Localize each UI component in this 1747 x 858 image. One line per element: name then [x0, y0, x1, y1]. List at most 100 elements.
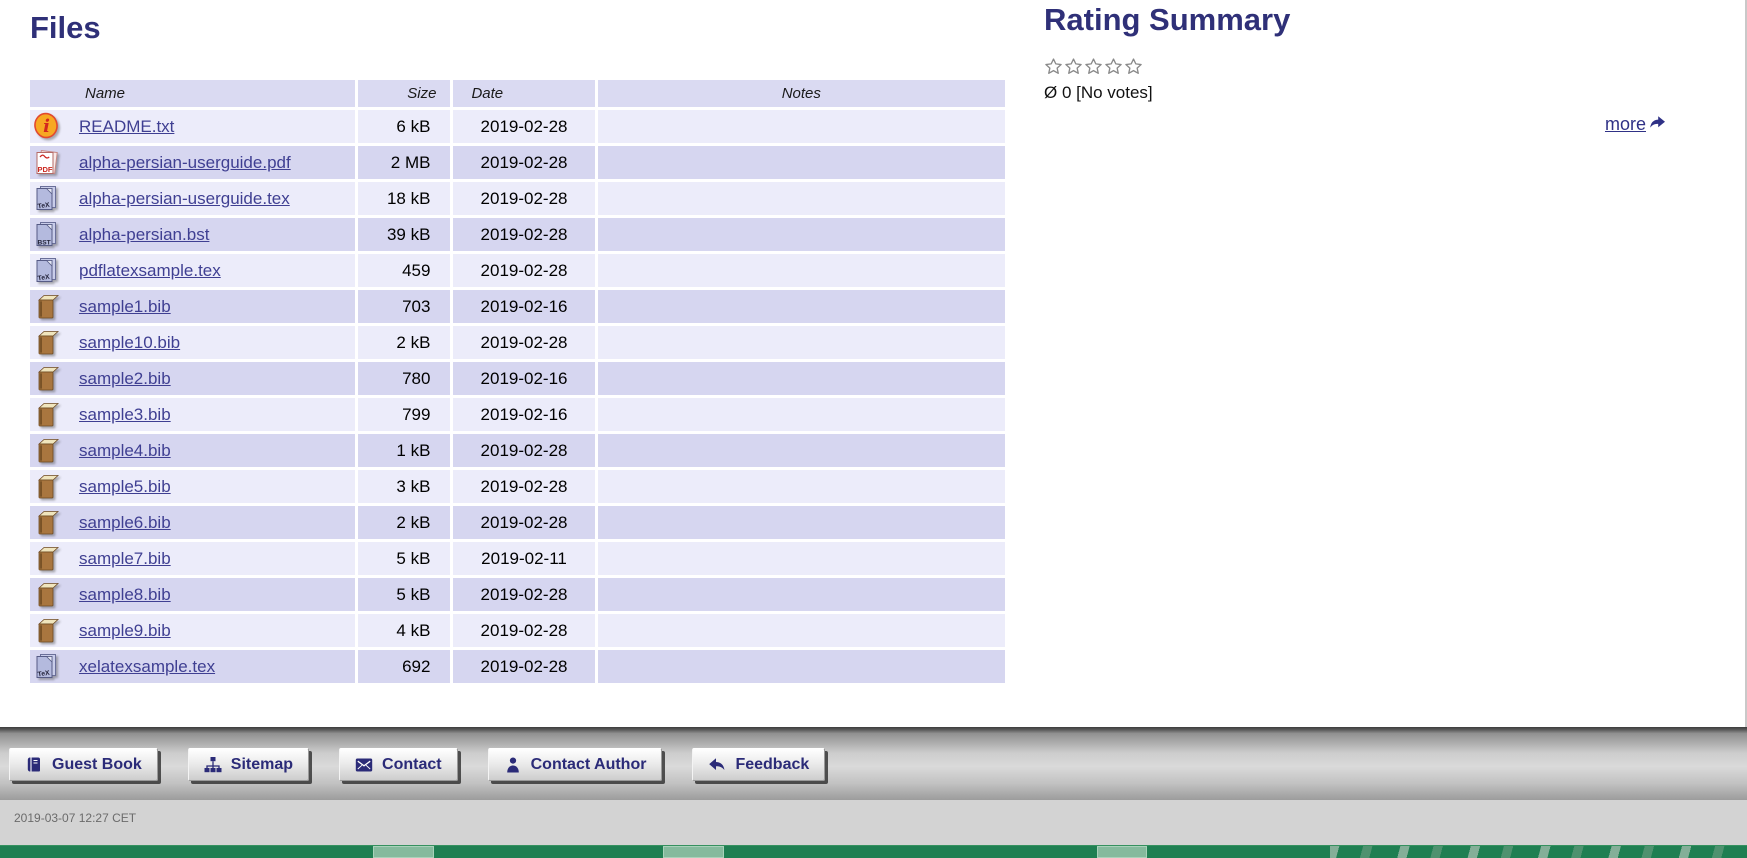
star-rating — [1044, 57, 1666, 76]
file-link[interactable]: alpha-persian-userguide.tex — [79, 188, 290, 208]
file-link[interactable]: sample8.bib — [79, 584, 171, 604]
file-notes — [597, 542, 1005, 575]
file-link[interactable]: README.txt — [79, 116, 175, 136]
bib-icon — [32, 436, 62, 466]
column-header-notes: Notes — [597, 80, 1005, 107]
table-row: sample9.bib 4 kB 2019-02-28 — [30, 614, 1005, 647]
toolbar-button-label: Feedback — [735, 755, 810, 773]
file-notes — [597, 218, 1005, 251]
bib-icon — [32, 328, 62, 358]
files-table: Name Size Date Notes i README.txt 6 kB 2… — [27, 77, 1008, 686]
file-notes — [597, 182, 1005, 215]
table-row: sample5.bib 3 kB 2019-02-28 — [30, 470, 1005, 503]
strip-photo-streaks — [1330, 846, 1747, 858]
more-link-label: more — [1604, 114, 1646, 134]
file-link[interactable]: alpha-persian.bst — [79, 224, 210, 244]
file-date: 2019-02-28 — [453, 218, 595, 251]
contact-icon — [355, 756, 373, 774]
star-icon[interactable] — [1124, 57, 1143, 76]
strip-highlight-block — [663, 846, 724, 858]
file-notes — [597, 110, 1005, 143]
feedback-button[interactable]: Feedback — [692, 748, 826, 781]
bib-icon — [32, 508, 62, 538]
file-date: 2019-02-28 — [453, 470, 595, 503]
files-table-body: i README.txt 6 kB 2019-02-28 PDF alpha-p… — [30, 110, 1005, 683]
star-icon[interactable] — [1064, 57, 1083, 76]
file-link[interactable]: sample9.bib — [79, 620, 171, 640]
file-notes — [597, 470, 1005, 503]
file-notes — [597, 326, 1005, 359]
toolbar-button-label: Contact — [382, 755, 442, 773]
column-header-date: Date — [453, 80, 595, 107]
file-link[interactable]: sample4.bib — [79, 440, 171, 460]
file-notes — [597, 614, 1005, 647]
file-link[interactable]: pdflatexsample.tex — [79, 260, 221, 280]
table-row: sample8.bib 5 kB 2019-02-28 — [30, 578, 1005, 611]
contact-button[interactable]: Contact — [339, 748, 458, 781]
table-row: sample2.bib 780 2019-02-16 — [30, 362, 1005, 395]
readme-icon: i — [32, 112, 62, 142]
table-row: sample1.bib 703 2019-02-16 — [30, 290, 1005, 323]
bib-icon — [32, 400, 62, 430]
bottom-image-strip — [0, 845, 1747, 858]
bst-icon: BST — [32, 220, 62, 250]
table-row: sample7.bib 5 kB 2019-02-11 — [30, 542, 1005, 575]
star-icon[interactable] — [1104, 57, 1123, 76]
toolbar-button-label: Contact Author — [530, 755, 647, 773]
sitemap-button[interactable]: Sitemap — [187, 748, 310, 781]
file-size: 39 kB — [357, 218, 451, 251]
file-size: 692 — [357, 650, 451, 683]
file-size: 5 kB — [357, 542, 451, 575]
file-link[interactable]: sample5.bib — [79, 476, 171, 496]
file-link[interactable]: sample6.bib — [79, 512, 171, 532]
file-date: 2019-02-28 — [453, 254, 595, 287]
table-row: TeX xelatexsample.tex 692 2019-02-28 — [30, 650, 1005, 683]
file-link[interactable]: sample10.bib — [79, 332, 181, 352]
file-date: 2019-02-16 — [453, 362, 595, 395]
strip-highlight-block — [373, 846, 434, 858]
file-link[interactable]: sample3.bib — [79, 404, 171, 424]
tex-icon: TeX — [32, 256, 62, 286]
bottom-toolbar: Guest Book Sitemap Contact Contact Author Fe… — [0, 733, 1747, 800]
star-icon[interactable] — [1044, 57, 1063, 76]
file-notes — [597, 434, 1005, 467]
guest-book-button[interactable]: Guest Book — [9, 748, 158, 781]
files-heading: Files — [30, 10, 101, 45]
file-size: 3 kB — [357, 470, 451, 503]
file-date: 2019-02-28 — [453, 614, 595, 647]
rating-section: Rating Summary Ø 0 [No votes] more — [1044, 2, 1666, 135]
file-link[interactable]: sample1.bib — [79, 296, 171, 316]
svg-text:BST: BST — [38, 239, 51, 246]
file-link[interactable]: alpha-persian-userguide.pdf — [79, 152, 291, 172]
bib-icon — [32, 472, 62, 502]
svg-text:i: i — [43, 116, 50, 137]
column-header-name: Name — [30, 80, 355, 107]
bib-icon — [32, 292, 62, 322]
file-date: 2019-02-16 — [453, 398, 595, 431]
table-row: TeX pdflatexsample.tex 459 2019-02-28 — [30, 254, 1005, 287]
contact-author-icon — [504, 756, 522, 774]
table-row: sample10.bib 2 kB 2019-02-28 — [30, 326, 1005, 359]
contact-author-button[interactable]: Contact Author — [487, 748, 663, 781]
toolbar-button-label: Sitemap — [230, 755, 294, 773]
file-notes — [597, 398, 1005, 431]
file-size: 6 kB — [357, 110, 451, 143]
file-size: 2 kB — [357, 506, 451, 539]
file-size: 2 kB — [357, 326, 451, 359]
file-size: 2 MB — [357, 146, 451, 179]
file-link[interactable]: xelatexsample.tex — [79, 656, 216, 676]
file-size: 459 — [357, 254, 451, 287]
more-link[interactable]: more — [1605, 114, 1666, 135]
svg-text:TeX: TeX — [37, 201, 50, 210]
file-date: 2019-02-16 — [453, 290, 595, 323]
bib-icon — [32, 616, 62, 646]
table-row: PDF alpha-persian-userguide.pdf 2 MB 201… — [30, 146, 1005, 179]
page-footer: 2019-03-07 12:27 CET — [0, 800, 1747, 845]
tex-icon: TeX — [32, 184, 62, 214]
file-link[interactable]: sample2.bib — [79, 368, 171, 388]
rating-heading: Rating Summary — [1044, 2, 1291, 37]
file-size: 703 — [357, 290, 451, 323]
file-date: 2019-02-28 — [453, 434, 595, 467]
star-icon[interactable] — [1084, 57, 1103, 76]
file-link[interactable]: sample7.bib — [79, 548, 171, 568]
